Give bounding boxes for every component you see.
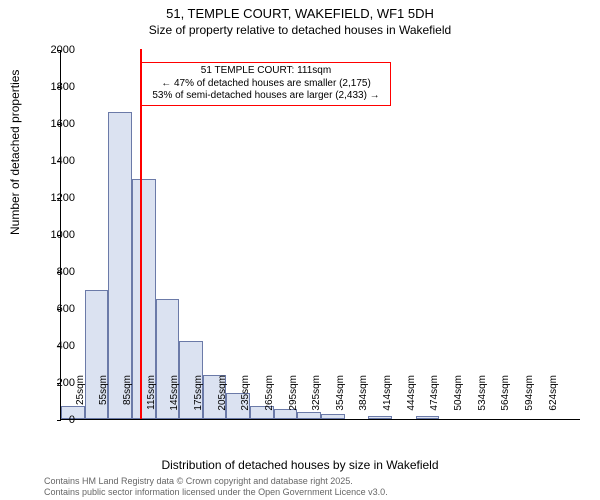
x-tick-label: 85sqm <box>122 375 133 405</box>
footer-line2: Contains public sector information licen… <box>44 487 388 497</box>
x-tick-label: 55sqm <box>98 375 109 405</box>
x-tick-label: 414sqm <box>382 375 393 411</box>
histogram-bar <box>321 414 345 419</box>
x-tick-label: 235sqm <box>240 375 251 411</box>
x-tick-label: 325sqm <box>311 375 322 411</box>
y-tick-label: 800 <box>35 266 75 278</box>
annotation-line2: ← 47% of detached houses are smaller (2,… <box>146 78 386 91</box>
histogram-bar <box>108 112 132 419</box>
x-tick-label: 175sqm <box>193 375 204 411</box>
x-tick-label: 265sqm <box>264 375 275 411</box>
y-tick-label: 1400 <box>35 155 75 167</box>
y-axis-label: Number of detached properties <box>8 70 22 235</box>
x-tick-label: 384sqm <box>358 375 369 411</box>
x-tick-label: 534sqm <box>477 375 488 411</box>
plot-area: 51 TEMPLE COURT: 111sqm← 47% of detached… <box>60 50 580 420</box>
y-tick-label: 200 <box>35 377 75 389</box>
y-tick-label: 1800 <box>35 81 75 93</box>
histogram-bar <box>416 416 440 419</box>
y-tick-label: 1200 <box>35 192 75 204</box>
histogram-bar <box>297 412 321 419</box>
footer-attribution: Contains HM Land Registry data © Crown c… <box>44 476 388 497</box>
x-tick-label: 474sqm <box>429 375 440 411</box>
x-axis-label: Distribution of detached houses by size … <box>0 458 600 472</box>
x-tick-label: 504sqm <box>453 375 464 411</box>
y-tick-label: 1600 <box>35 118 75 130</box>
y-tick-label: 2000 <box>35 44 75 56</box>
y-tick-label: 1000 <box>35 229 75 241</box>
y-tick-label: 600 <box>35 303 75 315</box>
footer-line1: Contains HM Land Registry data © Crown c… <box>44 476 388 486</box>
x-tick-label: 145sqm <box>169 375 180 411</box>
x-tick-label: 295sqm <box>288 375 299 411</box>
x-tick-label: 25sqm <box>75 375 86 405</box>
annotation-line3: 53% of semi-detached houses are larger (… <box>146 90 386 103</box>
annotation-line1: 51 TEMPLE COURT: 111sqm <box>146 65 386 78</box>
x-tick-label: 594sqm <box>524 375 535 411</box>
x-tick-label: 205sqm <box>217 375 228 411</box>
y-tick-label: 400 <box>35 340 75 352</box>
annotation-box: 51 TEMPLE COURT: 111sqm← 47% of detached… <box>141 62 391 106</box>
x-tick-label: 444sqm <box>406 375 417 411</box>
chart-area: 51 TEMPLE COURT: 111sqm← 47% of detached… <box>60 50 580 420</box>
x-tick-label: 564sqm <box>500 375 511 411</box>
chart-subtitle: Size of property relative to detached ho… <box>0 23 600 41</box>
y-tick-label: 0 <box>35 414 75 426</box>
x-tick-label: 624sqm <box>548 375 559 411</box>
histogram-bar <box>368 416 392 419</box>
x-tick-label: 115sqm <box>146 375 157 410</box>
x-tick-label: 354sqm <box>335 375 346 411</box>
chart-title: 51, TEMPLE COURT, WAKEFIELD, WF1 5DH <box>0 0 600 23</box>
